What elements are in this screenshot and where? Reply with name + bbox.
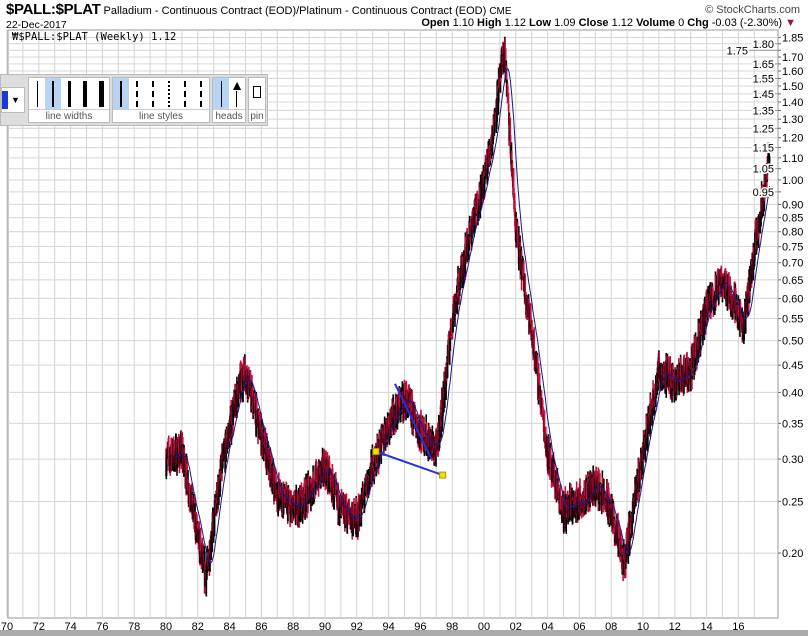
y-tick-label: 0.80 (782, 227, 803, 239)
pin-group: pin (248, 77, 266, 123)
y-tick-label: 0.30 (782, 454, 803, 466)
line-width-1[interactable] (29, 78, 45, 109)
y-tick-label: 1.15 (753, 143, 774, 155)
symbol: $PALL:$PLAT (6, 1, 101, 18)
line-style-dash-dot[interactable] (177, 78, 193, 109)
line-style-solid[interactable] (113, 78, 129, 109)
brand: © StockCharts.com (705, 4, 800, 16)
y-tick-label: 1.80 (753, 39, 774, 51)
line-styles-label: line styles (113, 109, 209, 122)
scrollbar[interactable] (0, 630, 808, 636)
y-tick-label: 0.25 (782, 496, 803, 508)
y-tick-label: 1.00 (782, 175, 803, 187)
chg-value: -0.03 (-2.30%) (711, 17, 783, 29)
y-tick-label: 1.25 (753, 123, 774, 135)
chevron-down-icon: ▼ (11, 95, 20, 105)
chg-label: Chg (687, 17, 709, 29)
line-styles-group: line styles (112, 77, 210, 123)
pin-icon[interactable] (249, 78, 265, 109)
y-tick-label: 1.05 (753, 164, 774, 176)
line-style-dash-dot-2[interactable] (193, 78, 209, 109)
description: Palladium - Continuous Contract (EOD)/Pl… (103, 5, 487, 17)
y-tick-label: 1.10 (782, 153, 803, 165)
line-widths-label: line widths (29, 109, 109, 122)
y-tick-label: 1.65 (753, 59, 774, 71)
chart-title: $PALL:$PLAT Palladium - Continuous Contr… (6, 1, 512, 18)
y-tick-label: 0.85 (782, 213, 803, 225)
y-tick-label: 0.90 (782, 199, 803, 211)
low-value: 1.09 (554, 17, 576, 29)
y-tick-label: 0.40 (782, 387, 803, 399)
high-label: High (477, 17, 502, 29)
color-swatch (2, 91, 8, 109)
y-tick-label: 0.35 (782, 418, 803, 430)
trendline (375, 450, 443, 477)
y-tick-label: 0.75 (782, 242, 803, 254)
y-tick-label: 0.70 (782, 258, 803, 270)
y-tick-label: 0.95 (753, 187, 774, 199)
y-tick-label: 0.20 (782, 548, 803, 560)
y-tick-label: 1.40 (782, 97, 803, 109)
pin-label: pin (249, 109, 265, 122)
price-bars (165, 36, 771, 597)
trendline (394, 383, 433, 460)
trendline-handle (372, 447, 380, 455)
annotations (372, 383, 447, 479)
y-tick-label: 0.45 (782, 360, 803, 372)
close-label: Close (578, 17, 609, 29)
heads-group: ▲ heads (212, 77, 246, 123)
y-tick-label: 0.50 (782, 336, 803, 348)
color-select[interactable]: ▼ (1, 87, 25, 113)
annotation-toolbar: ▼ line widths line styles ▲ heads (0, 74, 268, 126)
open-label: Open (421, 17, 450, 29)
arrow-up-icon[interactable]: ▲ (229, 78, 245, 109)
close-value: 1.12 (611, 17, 634, 29)
moving-average-line (174, 68, 771, 564)
y-tick-label: 1.85 (782, 32, 803, 44)
y-axis: 1.85 1.80 1.75 1.70 1.65 1.60 1.55 1.50 1.45 1.40… (725, 32, 803, 560)
y-tick-label: 0.55 (782, 314, 803, 326)
low-label: Low (529, 17, 552, 29)
grid (6, 29, 779, 619)
open-value: 1.10 (452, 17, 474, 29)
legend-text: $PALL:$PLAT (Weekly) 1.12 (18, 31, 177, 43)
line-style-dash-long[interactable] (129, 78, 145, 109)
line-style-dash[interactable] (145, 78, 161, 109)
triangle-down-icon: ▼ (785, 17, 796, 29)
y-tick-label: 1.35 (753, 105, 774, 117)
head-none[interactable] (213, 78, 229, 109)
y-tick-label: 1.60 (782, 66, 803, 78)
y-tick-label: 1.50 (782, 81, 803, 93)
line-widths-group: line widths (28, 77, 110, 123)
line-width-4[interactable] (77, 78, 93, 109)
line-width-3[interactable] (61, 78, 77, 109)
legend: ₩$PALL:$PLAT (Weekly) 1.12 (12, 31, 176, 43)
y-tick-label: 1.75 (727, 45, 748, 57)
y-tick-label: 0.65 (782, 275, 803, 287)
line-style-dot[interactable] (161, 78, 177, 109)
y-tick-label: 1.70 (782, 52, 803, 64)
y-tick-label: 1.20 (782, 133, 803, 145)
y-tick-label: 1.30 (782, 114, 803, 126)
exchange: CME (489, 6, 512, 17)
y-tick-label: 0.60 (782, 293, 803, 305)
volume-value: 0 (678, 17, 685, 29)
volume-label: Volume (636, 17, 676, 29)
line-width-5[interactable] (93, 78, 109, 109)
y-tick-label: 1.55 (753, 73, 774, 85)
trendline-handle (439, 471, 447, 479)
line-width-2[interactable] (45, 78, 61, 109)
high-value: 1.12 (504, 17, 526, 29)
legend-icon: ₩ (12, 31, 19, 43)
y-tick-label: 1.45 (753, 89, 774, 101)
ohlc-readout: Open 1.10 High 1.12 Low 1.09 Close 1.12 … (421, 17, 796, 29)
heads-label: heads (213, 109, 245, 122)
date: 22-Dec-2017 (6, 19, 67, 31)
